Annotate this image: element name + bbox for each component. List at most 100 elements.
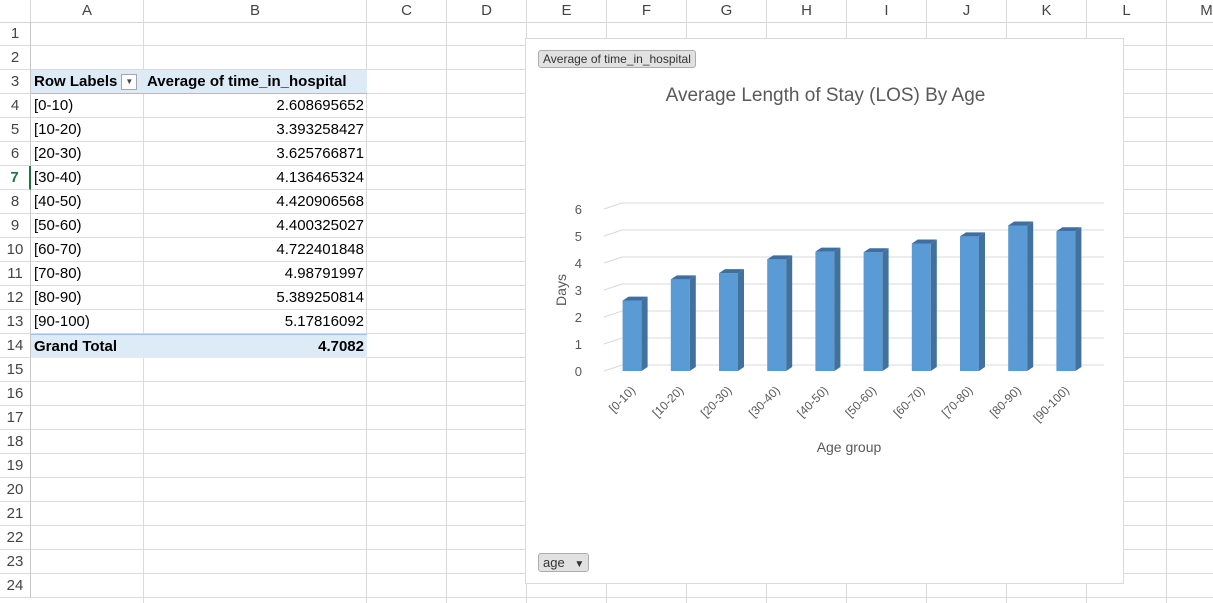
column-header-h[interactable]: H xyxy=(767,0,847,22)
x-tick-label: [30-40) xyxy=(746,383,783,420)
row-header-7[interactable]: 7 xyxy=(0,166,31,190)
bar-top xyxy=(670,275,696,280)
pivot-row-value[interactable]: 4.722401848 xyxy=(276,241,364,258)
pivot-row-label[interactable]: [50-60) xyxy=(34,217,82,234)
row-header-20[interactable]: 20 xyxy=(0,478,31,502)
grid-line xyxy=(446,22,447,603)
pivot-row-label[interactable]: [20-30) xyxy=(34,145,82,162)
row-labels-text: Row Labels xyxy=(34,73,118,90)
bar xyxy=(815,251,835,371)
grid-line xyxy=(366,22,367,603)
column-header-g[interactable]: G xyxy=(687,0,767,22)
gridline xyxy=(603,229,1104,237)
x-tick-label: [80-90) xyxy=(987,383,1024,420)
pivot-row-value[interactable]: 4.420906568 xyxy=(276,193,364,210)
column-header-c[interactable]: C xyxy=(367,0,447,22)
y-axis-label: Days xyxy=(553,274,569,306)
row-header-19[interactable]: 19 xyxy=(0,454,31,478)
row-header-2[interactable]: 2 xyxy=(0,46,31,70)
bar xyxy=(863,252,883,371)
row-header-14[interactable]: 14 xyxy=(0,334,31,358)
column-header-m[interactable]: M xyxy=(1167,0,1213,22)
gridline xyxy=(603,310,1104,318)
column-header-j[interactable]: J xyxy=(927,0,1007,22)
column-header-e[interactable]: E xyxy=(527,0,607,22)
value-field-button[interactable]: Average of time_in_hospital xyxy=(538,50,696,68)
x-tick-label: [90-100) xyxy=(1031,383,1073,425)
bar xyxy=(960,236,979,371)
pivot-row-value[interactable]: 4.400325027 xyxy=(276,217,364,234)
column-header-i[interactable]: I xyxy=(847,0,927,22)
column-header-l[interactable]: L xyxy=(1087,0,1167,22)
row-header-11[interactable]: 11 xyxy=(0,262,31,286)
row-header-23[interactable]: 23 xyxy=(0,550,31,574)
row-header-17[interactable]: 17 xyxy=(0,406,31,430)
pivot-row-label[interactable]: [90-100) xyxy=(34,313,90,330)
row-header-1[interactable]: 1 xyxy=(0,22,31,46)
row-header-24[interactable]: 24 xyxy=(0,574,31,598)
pivot-row-value[interactable]: 5.17816092 xyxy=(284,313,364,330)
x-tick-label: [0-10) xyxy=(606,383,638,415)
row-header-10[interactable]: 10 xyxy=(0,238,31,262)
x-tick-label: [70-80) xyxy=(939,383,976,420)
row-header-4[interactable]: 4 xyxy=(0,94,31,118)
pivot-row-label[interactable]: [10-20) xyxy=(34,121,82,138)
bar xyxy=(1056,231,1076,371)
pivot-row-label[interactable]: [0-10) xyxy=(34,97,74,114)
filter-dropdown-icon[interactable]: ▼ xyxy=(121,74,138,91)
bar-side xyxy=(689,275,696,371)
column-header-f[interactable]: F xyxy=(607,0,687,22)
column-header-b[interactable]: B xyxy=(144,0,367,22)
pivot-chart[interactable]: Average of time_in_hospital Average Leng… xyxy=(525,38,1124,584)
pivot-row-label[interactable]: [80-90) xyxy=(34,289,82,306)
row-header-15[interactable]: 15 xyxy=(0,358,31,382)
y-tick-label: 2 xyxy=(575,310,582,325)
bar-top xyxy=(719,269,744,274)
bar-top xyxy=(1008,221,1034,226)
chart-plot-area: 0 1 2 3 4 5 6 [0-10) [10-20) [20-30) [30-40) [40-50… xyxy=(553,202,1104,455)
select-all-corner[interactable] xyxy=(0,0,31,22)
pivot-row-label[interactable]: [30-40) xyxy=(34,169,82,186)
row-header-3[interactable]: 3 xyxy=(0,70,31,94)
bar-side xyxy=(882,248,889,371)
pivot-row-value[interactable]: 3.625766871 xyxy=(276,145,364,162)
grand-total-value[interactable]: 4.7082 xyxy=(144,334,367,358)
bar xyxy=(719,273,738,371)
gridline xyxy=(603,283,1104,291)
pivot-row-value[interactable]: 2.608695652 xyxy=(276,97,364,114)
row-header-22[interactable]: 22 xyxy=(0,526,31,550)
pivot-row-label[interactable]: [70-80) xyxy=(34,265,82,282)
bar-side xyxy=(979,232,985,371)
bar-top xyxy=(622,296,648,301)
row-header-18[interactable]: 18 xyxy=(0,430,31,454)
x-tick-label: [60-70) xyxy=(891,383,928,420)
bar-top xyxy=(1056,227,1082,232)
y-tick-label: 0 xyxy=(575,364,582,379)
gridline xyxy=(603,202,1104,210)
pivot-row-label[interactable]: [60-70) xyxy=(34,241,82,258)
column-header-k[interactable]: K xyxy=(1007,0,1087,22)
row-header-5[interactable]: 5 xyxy=(0,118,31,142)
row-header-21[interactable]: 21 xyxy=(0,502,31,526)
pivot-row-label[interactable]: [40-50) xyxy=(34,193,82,210)
row-header-12[interactable]: 12 xyxy=(0,286,31,310)
pivot-row-value[interactable]: 4.98791997 xyxy=(284,265,364,282)
row-header-13[interactable]: 13 xyxy=(0,310,31,334)
grand-total-label[interactable]: Grand Total xyxy=(31,334,144,358)
row-header-9[interactable]: 9 xyxy=(0,214,31,238)
row-header-8[interactable]: 8 xyxy=(0,190,31,214)
axis-field-button[interactable]: age ▼ xyxy=(538,553,590,572)
bar-top xyxy=(911,239,937,244)
column-header-d[interactable]: D xyxy=(447,0,527,22)
bar-top xyxy=(960,232,985,237)
pivot-row-labels-header[interactable]: Row Labels ▼ xyxy=(31,70,144,94)
pivot-row-value[interactable]: 3.393258427 xyxy=(276,121,364,138)
pivot-row-value[interactable]: 5.389250814 xyxy=(276,289,364,306)
column-header-a[interactable]: A xyxy=(31,0,144,22)
pivot-value-header[interactable]: Average of time_in_hospital xyxy=(144,70,367,94)
bar xyxy=(767,259,787,371)
pivot-row-value[interactable]: 4.136465324 xyxy=(276,169,364,186)
gridline xyxy=(603,256,1104,264)
row-header-6[interactable]: 6 xyxy=(0,142,31,166)
row-header-16[interactable]: 16 xyxy=(0,382,31,406)
